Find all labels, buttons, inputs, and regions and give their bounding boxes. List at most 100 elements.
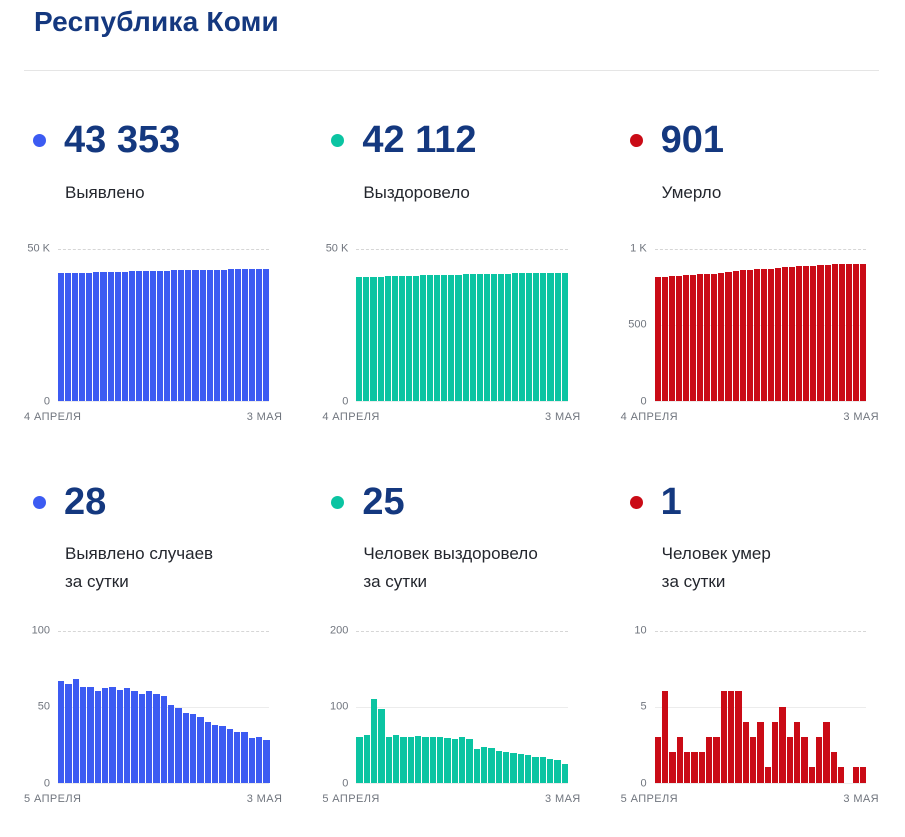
bar: [384, 276, 391, 401]
y-axis-max-label: 100: [31, 624, 50, 637]
bar: [546, 758, 554, 783]
bar-chart-died-total: 1 K 500 0 4 АПРЕЛЯ 3 МАЯ: [621, 243, 879, 423]
y-axis-max-label: 1 K: [630, 242, 647, 255]
bar: [249, 269, 256, 401]
bar: [128, 271, 135, 401]
bar: [378, 708, 385, 783]
bar: [469, 274, 476, 401]
bar: [87, 686, 94, 783]
stat-dot: [331, 134, 345, 148]
bar: [524, 755, 532, 783]
bar: [654, 736, 661, 783]
gridline-max: [58, 630, 270, 632]
bar: [72, 679, 79, 783]
bar: [654, 277, 661, 401]
y-axis-max-label: 50 K: [27, 242, 50, 255]
x-axis-start-label: 4 АПРЕЛЯ: [322, 410, 380, 423]
bar: [58, 273, 65, 401]
gridline-max: [654, 630, 866, 632]
stat-label: Выявлено: [65, 182, 145, 202]
x-axis-start-label: 4 АПРЕЛЯ: [24, 410, 82, 423]
bar: [241, 732, 248, 783]
bar: [182, 712, 189, 783]
bar: [526, 273, 533, 401]
bar: [138, 694, 145, 783]
bar: [830, 752, 837, 783]
bar: [192, 270, 199, 401]
bar: [407, 736, 414, 783]
stat-label: Выявлено случаев за сутки: [65, 544, 214, 592]
bar: [705, 736, 713, 783]
stat-recovered-total: 42 112: [322, 119, 580, 163]
bar: [852, 263, 859, 401]
bar: [757, 721, 764, 783]
bar: [789, 266, 796, 401]
x-axis-end-label: 3 МАЯ: [246, 410, 283, 423]
bar: [764, 767, 771, 783]
bar: [234, 269, 242, 401]
bar: [427, 275, 434, 401]
bar: [150, 270, 157, 401]
bar: [131, 691, 138, 783]
bar: [683, 752, 691, 783]
bar: [852, 767, 859, 783]
x-axis: 5 АПРЕЛЯ 3 МАЯ: [24, 793, 282, 805]
bar: [675, 275, 682, 401]
bar: [495, 750, 502, 783]
bar: [164, 270, 171, 401]
bar: [497, 273, 504, 401]
bar: [199, 269, 206, 401]
bar: [412, 275, 420, 401]
y-axis-max-label: 10: [634, 624, 647, 637]
bar: [539, 757, 546, 783]
bar: [490, 273, 497, 401]
stat-value: 1: [660, 480, 682, 523]
bar: [554, 760, 561, 783]
stat-label: Умерло: [661, 182, 722, 202]
bar-chart-died-daily: 10 5 0 5 АПРЕЛЯ 3 МАЯ: [621, 625, 879, 805]
bar: [838, 264, 845, 401]
bar: [661, 276, 668, 401]
chart-bars: [654, 249, 866, 401]
x-axis-end-label: 3 МАЯ: [843, 792, 879, 805]
bar-chart-recovered-daily: 200 100 0 5 АПРЕЛЯ 3 МАЯ: [322, 625, 580, 805]
chart-plot: [58, 630, 270, 784]
divider: [24, 70, 879, 71]
bar: [79, 272, 86, 401]
bar: [204, 721, 211, 783]
stat-dot: [629, 134, 643, 148]
stat-dot: [629, 496, 643, 510]
bar: [815, 736, 823, 783]
bar: [189, 714, 197, 783]
bar-chart-recovered-total: 50 K 0 4 АПРЕЛЯ 3 МАЯ: [322, 243, 580, 423]
bar: [810, 265, 817, 401]
y-axis-zero-label: 0: [640, 395, 647, 408]
dashboard-grid: 43 353 Выявлено 50 K 0 4 АПРЕЛЯ 3 МАЯ: [24, 71, 879, 805]
stat-died-daily: 1: [621, 481, 879, 525]
x-axis-end-label: 3 МАЯ: [843, 410, 879, 423]
bar: [533, 273, 540, 401]
bar: [817, 265, 824, 401]
bar: [400, 736, 407, 783]
bar: [801, 736, 808, 783]
bar: [160, 695, 167, 783]
bar: [554, 272, 561, 401]
bar: [704, 274, 711, 401]
bar: [100, 272, 107, 401]
y-axis-zero-label: 0: [43, 395, 50, 408]
bar: [488, 748, 495, 783]
gridline-max: [356, 630, 568, 632]
bar: [153, 694, 160, 783]
bar: [429, 736, 436, 783]
bar: [142, 271, 150, 401]
bar: [263, 268, 270, 401]
bar: [458, 736, 466, 783]
bar: [93, 272, 100, 401]
bar: [414, 736, 422, 783]
bar: [227, 269, 234, 401]
card-detected-total: 43 353 Выявлено 50 K 0 4 АПРЕЛЯ 3 МАЯ: [24, 71, 282, 423]
bar: [753, 269, 760, 401]
x-axis-start-label: 5 АПРЕЛЯ: [322, 792, 380, 805]
bar: [420, 275, 427, 401]
bar: [206, 269, 213, 401]
